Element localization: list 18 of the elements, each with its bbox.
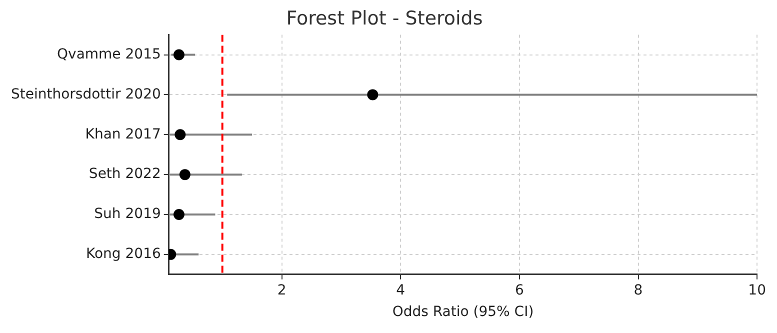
y-tick-label: Qvamme 2015 (57, 46, 161, 62)
y-tick-label: Seth 2022 (88, 166, 161, 182)
x-axis-title: Odds Ratio (95% CI) (392, 304, 534, 320)
y-tick-label: Kong 2016 (86, 246, 161, 262)
y-tick-label: Khan 2017 (85, 126, 161, 142)
x-tick-label: 2 (277, 282, 286, 298)
y-tick-label: Suh 2019 (94, 206, 161, 222)
point (367, 89, 378, 100)
point (173, 49, 184, 60)
chart-title: Forest Plot - Steroids (286, 7, 483, 30)
point (179, 169, 190, 180)
x-tick-label: 6 (514, 282, 524, 298)
x-tick-label: 8 (634, 282, 643, 298)
y-tick-label: Steinthorsdottir 2020 (10, 86, 161, 102)
x-tick-label: 10 (748, 282, 766, 298)
x-tick-label: 4 (396, 282, 406, 298)
point (173, 209, 184, 220)
point (174, 129, 186, 140)
